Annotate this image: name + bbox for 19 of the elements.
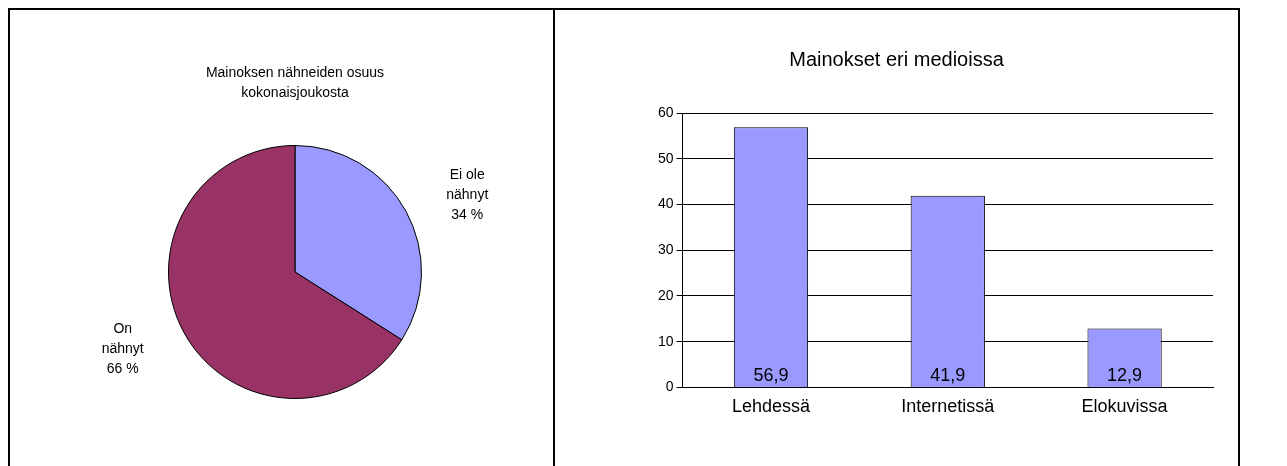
slice-label: On nähnyt [101,319,144,356]
x-tick-label: Elokuvissa [1081,396,1169,417]
y-tick-label: 50 [657,149,674,166]
data-label: 12,9 [1107,364,1143,385]
data-label: 66 % [106,359,139,376]
y-tick-label: 10 [657,332,674,349]
y-tick-label: 60 [657,103,674,120]
slice-label: Ei ole nähnyt [446,166,489,203]
chart-title: Mainokset eri medioissa [788,48,1005,71]
y-tick-label: 40 [657,195,674,212]
y-tick-label: 30 [657,241,674,258]
y-tick-label: 20 [657,286,674,303]
data-label: 56,9 [753,364,789,385]
data-label: 41,9 [930,364,966,385]
x-tick-label: Internetissä [901,396,996,417]
y-tick-label: 0 [665,378,674,395]
x-tick-label: Lehdessä [731,396,811,417]
chart-title: Mainoksen nähneiden osuus kokonaisjoukosta [204,63,386,102]
data-label: 34 % [451,206,484,223]
